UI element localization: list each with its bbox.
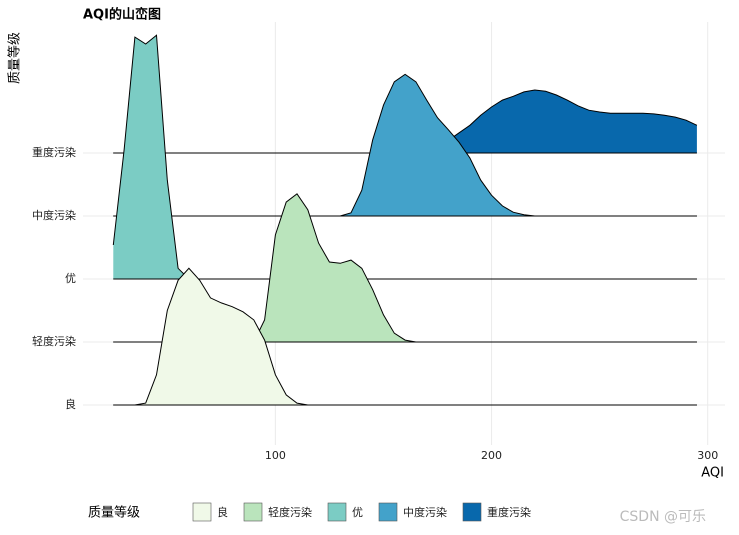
legend-label: 重度污染: [487, 505, 531, 519]
x-tick-label: 100: [265, 449, 286, 462]
legend-label: 良: [217, 505, 228, 519]
legend-swatch: [192, 502, 212, 522]
legend-label: 中度污染: [403, 505, 447, 519]
legend-label: 优: [352, 506, 363, 519]
y-tick-label: 重度污染: [32, 145, 76, 159]
y-tick-label: 优: [65, 272, 76, 285]
legend-swatch: [243, 502, 263, 522]
y-tick-label: 良: [65, 397, 76, 411]
x-tick-label: 200: [481, 449, 502, 462]
legend-swatch: [462, 502, 482, 522]
x-tick-label: 300: [697, 449, 718, 462]
y-tick-label: 轻度污染: [32, 334, 76, 348]
ridge-fill: [113, 268, 697, 405]
legend-title: 质量等级: [88, 505, 140, 521]
ridge-fill: [113, 74, 697, 216]
legend-label: 轻度污染: [268, 505, 312, 519]
y-tick-label: 中度污染: [32, 208, 76, 222]
chart-title: AQI的山峦图: [83, 7, 161, 23]
watermark: CSDN @可乐: [620, 509, 706, 525]
ridge-fill: [113, 35, 697, 280]
x-axis-title: AQI: [701, 466, 724, 481]
y-axis-title: 质量等级: [7, 32, 23, 84]
legend-swatch: [327, 502, 347, 522]
legend-swatch: [378, 502, 398, 522]
ridge-fill: [113, 90, 697, 153]
ridges: [112, 34, 698, 406]
